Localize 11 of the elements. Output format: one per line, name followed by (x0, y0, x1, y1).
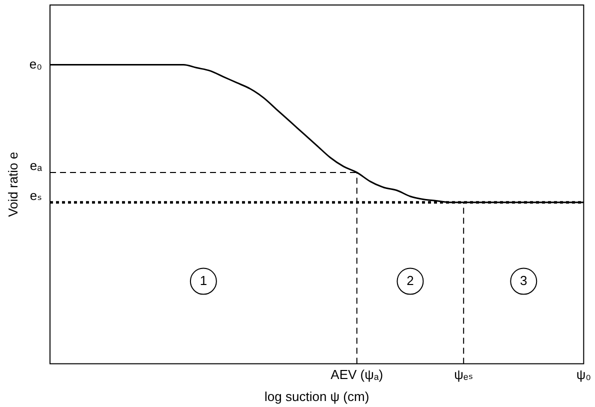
x-axis-title: log suction ψ (cm) (264, 388, 370, 404)
text: e₀ (29, 56, 42, 72)
ref-line-label: eₛ (30, 188, 42, 203)
x-tick-label: AEV (ψₐ) (330, 367, 384, 382)
x-tick-label: ψ₀ (576, 367, 592, 382)
annotation: 2 (406, 272, 414, 288)
annotation: 3 (520, 272, 528, 288)
annotation: 1 (200, 272, 208, 288)
x-tick-label: ψₑₛ (454, 367, 474, 382)
ref-line-label: eₐ (30, 158, 42, 174)
y-axis-title: Void ratio e (6, 152, 21, 217)
